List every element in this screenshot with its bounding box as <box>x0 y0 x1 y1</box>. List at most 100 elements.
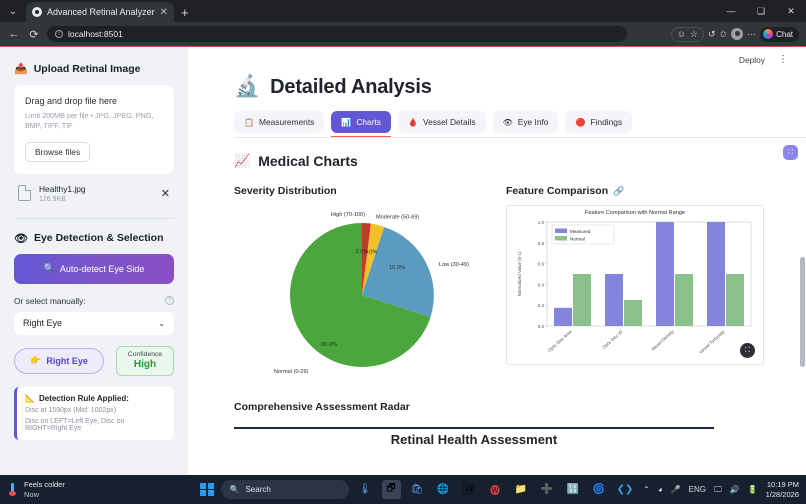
browse-files-button[interactable]: Browse files <box>25 141 91 162</box>
pie-slice-high <box>362 223 371 295</box>
floating-action-badge[interactable]: ⛶ <box>783 145 798 160</box>
reload-icon[interactable]: ⟳ <box>29 28 39 41</box>
eye-icon: 👁 <box>14 232 28 245</box>
display-icon[interactable]: 🖵 <box>713 484 722 494</box>
tab-eye-info[interactable]: 👁 Eye Info <box>492 111 559 133</box>
app-menu-icon[interactable]: ⋮ <box>778 54 788 65</box>
x-tick-1: Optic Disc ID <box>601 329 623 350</box>
microphone-icon[interactable]: 🎤 <box>670 485 681 494</box>
bar-normal-1 <box>573 274 591 326</box>
copilot-chat-button[interactable]: Chat <box>760 26 799 42</box>
new-tab-button[interactable]: + <box>180 5 189 20</box>
site-info-icon[interactable]: i <box>55 30 63 38</box>
remove-file-icon[interactable]: ✕ <box>160 187 170 200</box>
file-dropzone[interactable]: Drag and drop file here Limit 200MB per … <box>14 85 174 174</box>
pie-value-moderate: 3.0% <box>365 250 378 256</box>
tray-expand-icon[interactable]: ⌃ <box>643 485 650 494</box>
toolbar-actions: ☺ ☆ ↺ ✩ ··· Chat <box>670 26 799 42</box>
taskbar-center: 🔍 Search 🌡 🗗 🛍 🌐 🖼 🅦 📁 ➕ 🔢 🌀 ❮❯ <box>200 480 635 499</box>
y-tick-4: 0.8 <box>538 241 545 246</box>
dropzone-limits: Limit 200MB per file • JPG, JPEG, PNG, B… <box>25 111 154 131</box>
detection-rule-line-1: Disc at 1590px (Mid: 1002px) <box>25 406 117 414</box>
tab-vessel-details[interactable]: 🩸 Vessel Details <box>398 111 486 133</box>
pie-svg: High (70-100) Moderate (50-69) Low (30-4… <box>274 212 469 375</box>
maximize-icon[interactable]: ❑ <box>756 5 766 16</box>
bar-chart-area: Feature Comparison with Normal Range 0.0… <box>506 205 764 365</box>
findings-icon: 🔴 <box>575 117 586 127</box>
network-icon[interactable]: ◕ <box>657 485 663 494</box>
pie-value-normal: 80.0% <box>321 342 337 348</box>
pie-outer-label-normal: Normal (0-29) <box>274 369 309 375</box>
weather-widget[interactable]: Feels colder Now <box>0 480 200 499</box>
grid-app-icon[interactable]: 🔢 <box>566 484 580 495</box>
eye-section-heading: 👁 Eye Detection & Selection <box>14 232 174 245</box>
photos-icon[interactable]: 🖼 <box>462 484 476 495</box>
analysis-tabbar: 📋 Measurements 📊 Charts 🩸 Vessel Details… <box>234 111 806 138</box>
avatar[interactable] <box>731 28 744 40</box>
battery-icon[interactable]: 🔋 <box>747 485 758 494</box>
back-icon[interactable]: ← <box>8 28 20 40</box>
search-icon: 🔍 <box>229 485 240 494</box>
volume-icon[interactable]: 🔊 <box>729 485 740 494</box>
browser-tab[interactable]: Advanced Retinal Analyzer ✕ <box>26 2 174 22</box>
charts-row: Severity Distribution High <box>234 185 806 383</box>
medical-charts-heading: 📈 Medical Charts <box>234 153 806 169</box>
x-tick-3: Vessel Tortuosity <box>698 328 726 354</box>
w-app-icon[interactable]: 🅦 <box>490 486 500 497</box>
smiley-icon[interactable]: ☺ <box>676 29 686 39</box>
bar-measured-4 <box>707 222 725 326</box>
file-name: Healthy1.jpg <box>39 183 86 194</box>
bar-legend: Measured Normal <box>551 224 615 245</box>
weather-title: Feels colder <box>24 480 65 490</box>
deploy-button[interactable]: Deploy <box>738 55 765 65</box>
plus-app-icon[interactable]: ➕ <box>540 484 554 495</box>
pie-outer-label-low: Low (30-49) <box>439 262 469 268</box>
clipboard-icon: 📋 <box>244 117 254 127</box>
close-icon[interactable]: ✕ <box>159 6 168 18</box>
tab-list-chevron-icon[interactable]: ⌄ <box>8 5 18 17</box>
tab-measurements[interactable]: 📋 Measurements <box>234 111 325 133</box>
blood-drop-icon: 🩸 <box>408 117 418 127</box>
link-icon[interactable]: 🔗 <box>613 185 625 196</box>
window-close-icon[interactable]: ✕ <box>787 5 795 16</box>
store-icon[interactable]: 🛍 <box>410 484 424 495</box>
eye-side-select[interactable]: Right Eye ⌄ <box>14 311 174 335</box>
auto-detect-eye-side-button[interactable]: 🔍 Auto-detect Eye Side <box>14 253 174 284</box>
upload-heading-label: Upload Retinal Image <box>33 62 141 75</box>
page-scrollbar[interactable] <box>800 257 805 367</box>
pie-slice-normal <box>290 223 431 367</box>
tab-findings[interactable]: 🔴 Findings <box>565 111 633 133</box>
chrome-icon[interactable]: 🌀 <box>592 484 606 495</box>
tab-charts[interactable]: 📊 Charts <box>331 111 391 138</box>
y-tick-2: 0.4 <box>538 282 545 287</box>
chevron-down-icon: ⌄ <box>158 318 165 328</box>
more-options-icon[interactable]: ··· <box>747 29 757 39</box>
start-button-icon[interactable] <box>200 482 214 497</box>
language-indicator[interactable]: ENG <box>688 485 706 494</box>
thermometer-icon <box>8 483 19 496</box>
help-icon[interactable]: ? <box>165 296 174 306</box>
folder-icon[interactable]: 📁 <box>514 484 528 495</box>
vscode-icon[interactable]: ❮❯ <box>616 484 634 495</box>
history-icon[interactable]: ↺ <box>708 28 716 39</box>
bar-svg: 0.0 0.2 0.4 0.6 0.8 1.0 <box>517 220 752 355</box>
bar-normal-3 <box>675 274 693 326</box>
fullscreen-chart-button[interactable]: ⛶ <box>740 343 755 358</box>
collections-icon[interactable]: ✩ <box>719 28 728 39</box>
taskbar-search[interactable]: 🔍 Search <box>220 480 349 499</box>
sidebar-divider <box>14 217 174 219</box>
pie-slice-low <box>362 227 434 318</box>
task-view-icon[interactable]: 🗗 <box>381 480 401 499</box>
widgets-icon[interactable]: 🌡 <box>358 484 372 495</box>
taskbar-clock[interactable]: 10:19 PM 1/28/2026 <box>766 480 799 500</box>
system-tray: ⌃ ◕ 🎤 ENG 🖵 🔊 🔋 10:19 PM 1/28/2026 <box>643 480 806 500</box>
file-size: 126.9KB <box>39 195 66 203</box>
page-title-label: Detailed Analysis <box>270 75 432 98</box>
toolbar-pill-group: ☺ ☆ <box>670 26 704 42</box>
minimize-icon[interactable]: — <box>726 6 736 16</box>
edge-icon[interactable]: 🌐 <box>436 484 450 495</box>
severity-distribution-chart: Severity Distribution High <box>234 185 496 383</box>
address-bar[interactable]: i localhost:8501 <box>47 26 627 42</box>
favorite-star-icon[interactable]: ☆ <box>689 28 698 39</box>
microscope-icon: 🔬 <box>234 75 261 98</box>
